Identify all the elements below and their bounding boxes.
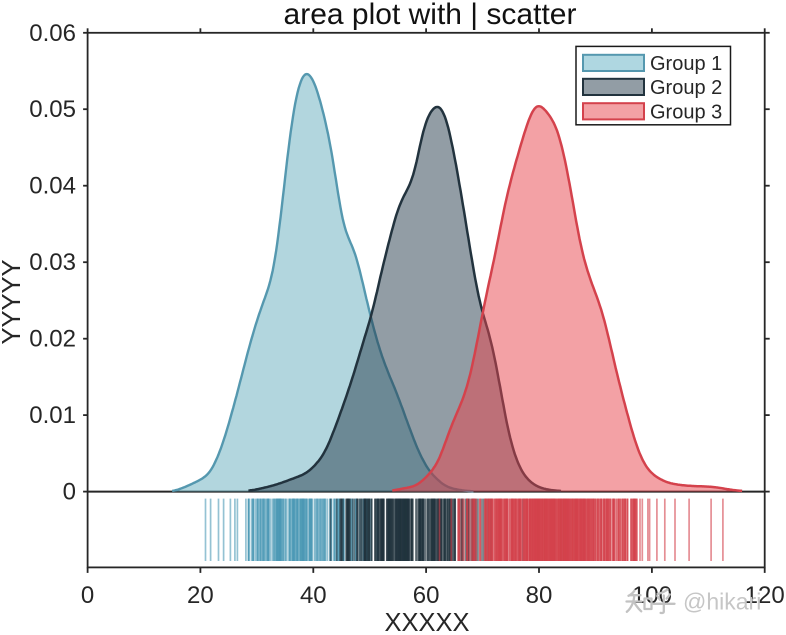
svg-text:YYYYY: YYYYY: [0, 259, 26, 344]
svg-text:0.04: 0.04: [29, 173, 76, 200]
svg-text:area plot with | scatter: area plot with | scatter: [284, 0, 577, 31]
svg-text:0: 0: [81, 582, 94, 609]
svg-text:20: 20: [187, 582, 214, 609]
svg-text:0.01: 0.01: [29, 402, 76, 429]
svg-text:Group 1: Group 1: [650, 53, 722, 75]
svg-text:0.03: 0.03: [29, 249, 76, 276]
svg-text:60: 60: [413, 582, 440, 609]
svg-text:Group 3: Group 3: [650, 102, 722, 124]
svg-text:80: 80: [526, 582, 553, 609]
svg-text:0.06: 0.06: [29, 20, 76, 47]
svg-text:Group 2: Group 2: [650, 77, 722, 99]
svg-text:120: 120: [745, 582, 785, 609]
svg-text:0: 0: [63, 479, 76, 506]
svg-text:0.02: 0.02: [29, 326, 76, 353]
svg-text:0.05: 0.05: [29, 96, 76, 123]
svg-text:40: 40: [300, 582, 327, 609]
svg-text:@hikari: @hikari: [683, 589, 761, 615]
svg-text:XXXXX: XXXXX: [384, 609, 469, 635]
